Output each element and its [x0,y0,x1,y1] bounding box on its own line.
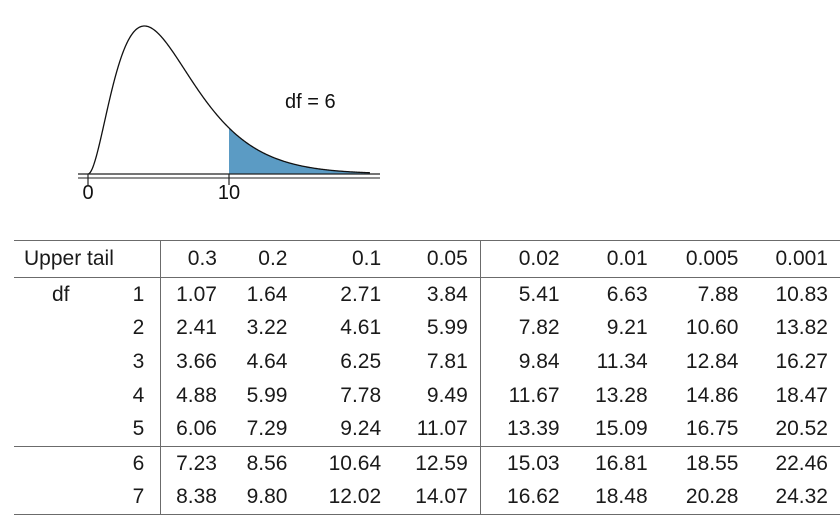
critical-value: 2.41 [176,316,217,340]
table-row: 4 4.88 5.99 7.78 9.49 11.67 13.28 14.86 18.47 [14,378,840,413]
x-tick-label-0: 0 [82,182,93,204]
upper-tail-header: Upper tail [14,240,162,278]
critical-value: 7.23 [160,445,229,481]
critical-value: 6.25 [340,349,382,373]
critical-value: 16.62 [480,480,572,516]
critical-value: 7.88 [697,282,739,306]
df-annotation: df = 6 [285,91,336,113]
row-label [14,312,110,346]
critical-value: 16.27 [775,349,828,373]
row-label [14,412,110,446]
critical-value: 10.64 [299,445,394,481]
df-value: 3 [109,345,162,379]
critical-value: 20.28 [659,480,751,516]
critical-value: 14.86 [685,383,739,407]
critical-value: 18.55 [659,445,751,481]
x-tick-label-10: 10 [218,182,240,204]
critical-value: 7.81 [393,345,481,379]
df-value: 1 [109,277,162,312]
critical-value: 13.82 [775,316,828,340]
critical-value: 7.82 [518,316,560,340]
critical-value: 12.02 [299,480,394,516]
row-label [14,379,110,413]
row-label [14,445,110,481]
row-label [14,480,110,516]
critical-value: 3.66 [176,349,217,373]
table-row: 5 6.06 7.29 9.24 11.07 13.39 15.09 16.75 20.52 [14,412,840,447]
table-row: 7 8.38 9.80 12.02 14.07 16.62 18.48 20.28 24.32 [14,480,840,516]
critical-value: 13.39 [507,417,560,441]
critical-value: 18.47 [775,383,828,407]
critical-value: 8.38 [160,480,229,516]
critical-value: 9.21 [606,316,648,340]
upper-tail-value: 0.2 [228,240,300,278]
table-row: df 1 1.07 1.64 2.71 3.84 5.41 6.63 7.88 10.83 [14,277,840,312]
critical-value: 16.75 [685,417,739,441]
critical-value: 8.56 [228,445,300,481]
critical-value: 5.99 [393,311,481,346]
upper-tail-value: 0.005 [659,240,751,278]
critical-value: 13.28 [595,383,648,407]
df-value: 2 [109,311,162,346]
critical-value: 9.80 [228,480,300,516]
critical-value: 1.07 [176,282,217,306]
critical-value: 10.83 [775,282,828,306]
table-row: 6 7.23 8.56 10.64 12.59 15.03 16.81 18.55 22.46 [14,445,840,481]
upper-tail-value: 0.001 [750,240,840,278]
critical-value: 3.84 [393,277,481,312]
table-row: 2 2.41 3.22 4.61 5.99 7.82 9.21 10.60 13.82 [14,311,840,346]
chi-square-plot: 0 10 df = 6 [78,25,380,204]
density-curve [87,25,371,175]
critical-value: 18.48 [571,480,660,516]
critical-value: 2.71 [340,282,382,306]
upper-tail-value: 0.3 [160,240,229,278]
critical-value: 22.46 [750,445,840,481]
critical-value: 1.64 [246,282,288,306]
critical-value: 9.49 [393,378,481,413]
critical-value: 5.99 [246,383,288,407]
critical-value: 16.81 [571,445,660,481]
critical-value: 12.59 [393,445,481,481]
critical-value: 5.41 [518,282,560,306]
table-row: 3 3.66 4.64 6.25 7.81 9.84 11.34 12.84 16.27 [14,345,840,379]
critical-value: 12.84 [685,349,739,373]
row-label: df [52,282,70,306]
critical-value: 24.32 [750,480,840,516]
upper-tail-value: 0.1 [299,240,394,278]
critical-value: 14.07 [393,480,481,516]
critical-value: 15.09 [595,417,648,441]
critical-value: 20.52 [775,417,828,441]
critical-value: 11.67 [508,383,560,407]
df-value: 7 [109,480,162,516]
upper-tail-value: 0.02 [480,240,572,278]
upper-tail-value: 0.01 [571,240,660,278]
critical-value: 10.60 [685,316,739,340]
chi-square-table: Upper tail 0.3 0.2 0.1 0.05 0.02 0.01 0.005 0.00… [14,240,840,516]
critical-value: 15.03 [480,445,572,481]
critical-value: 7.78 [340,383,382,407]
critical-value: 3.22 [246,316,288,340]
critical-value: 4.61 [340,316,382,340]
critical-value: 7.29 [246,417,288,441]
critical-value: 9.24 [340,417,382,441]
critical-value: 6.63 [606,282,648,306]
df-value: 6 [109,445,162,481]
critical-value: 6.06 [176,417,217,441]
critical-value: 9.84 [518,349,560,373]
header-row: Upper tail 0.3 0.2 0.1 0.05 0.02 0.01 0.005 0.00… [14,240,840,278]
critical-value: 4.88 [176,383,217,407]
critical-value: 4.64 [246,349,288,373]
upper-tail-shaded-area [229,127,370,174]
upper-tail-value: 0.05 [393,240,481,278]
df-value: 4 [109,378,162,413]
row-label [14,345,110,379]
critical-value: 11.34 [596,349,648,373]
critical-value: 11.07 [393,412,481,447]
df-value: 5 [109,412,162,447]
